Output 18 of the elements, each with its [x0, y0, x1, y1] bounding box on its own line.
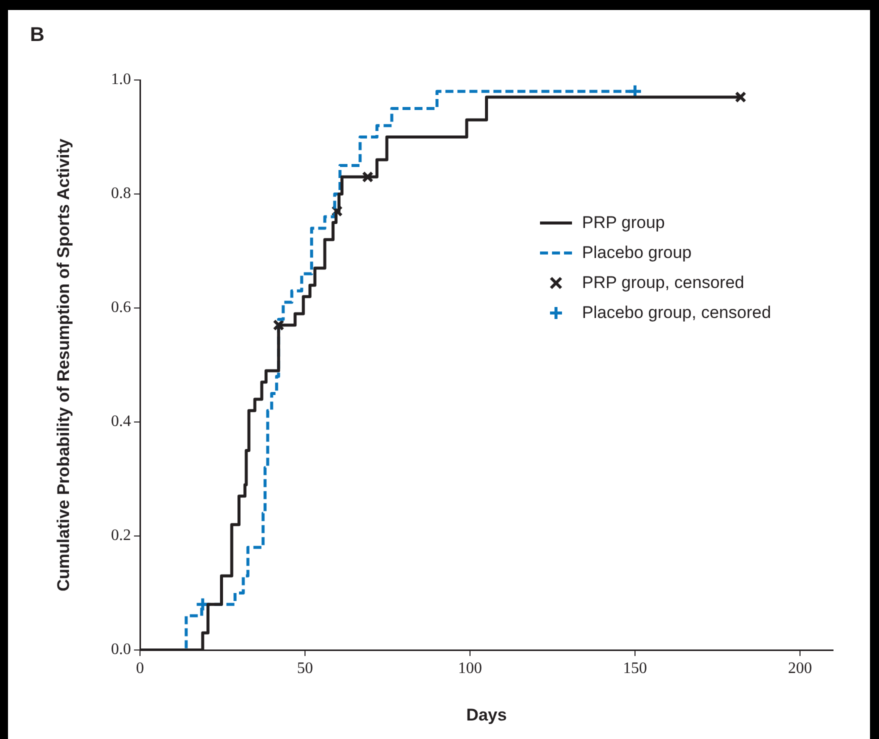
legend-label: PRP group	[582, 213, 665, 233]
y-tick-label: 0.6	[111, 299, 131, 316]
x-axis-title: Days	[466, 705, 507, 724]
x-tick-label: 50	[297, 660, 313, 677]
chart-title: B	[30, 24, 44, 47]
x-tick-label: 100	[458, 660, 482, 677]
x-tick-label: 150	[623, 660, 647, 677]
legend-label: Placebo group	[582, 243, 692, 263]
y-axis-title: Cumulative Probability of Resumption of Sports Activity	[54, 138, 73, 592]
x-tick-label: 0	[136, 660, 144, 677]
y-tick-label: 0.0	[111, 641, 131, 658]
y-tick-label: 1.0	[111, 71, 131, 88]
legend-label: Placebo group, censored	[582, 303, 772, 323]
x-tick-label: 200	[788, 660, 812, 677]
y-tick-label: 0.8	[111, 185, 131, 202]
y-tick-label: 0.4	[111, 413, 131, 430]
legend-label: PRP group, censored	[582, 273, 744, 293]
y-tick-label: 0.2	[111, 527, 131, 544]
